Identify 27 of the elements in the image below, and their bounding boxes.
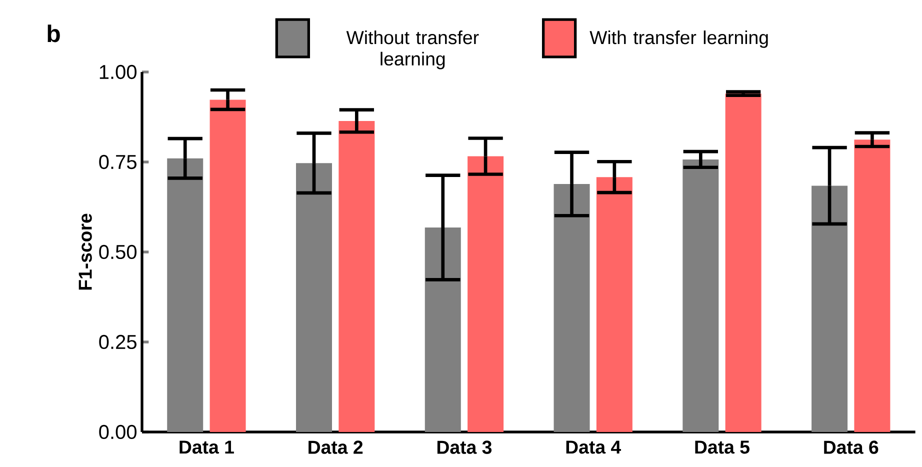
y-axis-title: F1-score — [78, 214, 92, 290]
bar — [812, 186, 848, 432]
bar — [338, 120, 375, 432]
bar — [854, 140, 890, 432]
bar — [468, 156, 504, 432]
y-tick-label: 0.25 — [99, 334, 136, 350]
bar — [554, 184, 590, 432]
bar — [210, 100, 246, 432]
bar — [296, 163, 332, 432]
x-tick-label: Data 1 — [180, 440, 234, 454]
bar — [596, 177, 632, 432]
y-tick-label: 0.75 — [99, 154, 136, 170]
y-tick-label: 1.00 — [100, 64, 136, 80]
legend-label: Without transfer learning — [346, 30, 479, 70]
x-tick-label: Data 3 — [437, 440, 492, 454]
x-tick-label: Data 4 — [566, 440, 621, 454]
bar — [682, 159, 719, 432]
bar — [725, 94, 762, 432]
chart-title: b — [48, 24, 60, 42]
bar — [167, 158, 204, 432]
legend-label: With transfer learning — [590, 30, 768, 48]
x-tick-label: Data 2 — [308, 440, 363, 454]
y-tick-label: 0.50 — [99, 244, 136, 260]
x-tick-label: Data 6 — [824, 440, 878, 454]
x-tick-label: Data 5 — [695, 440, 750, 454]
y-tick-label: 0.00 — [99, 424, 136, 440]
bar — [424, 228, 461, 432]
